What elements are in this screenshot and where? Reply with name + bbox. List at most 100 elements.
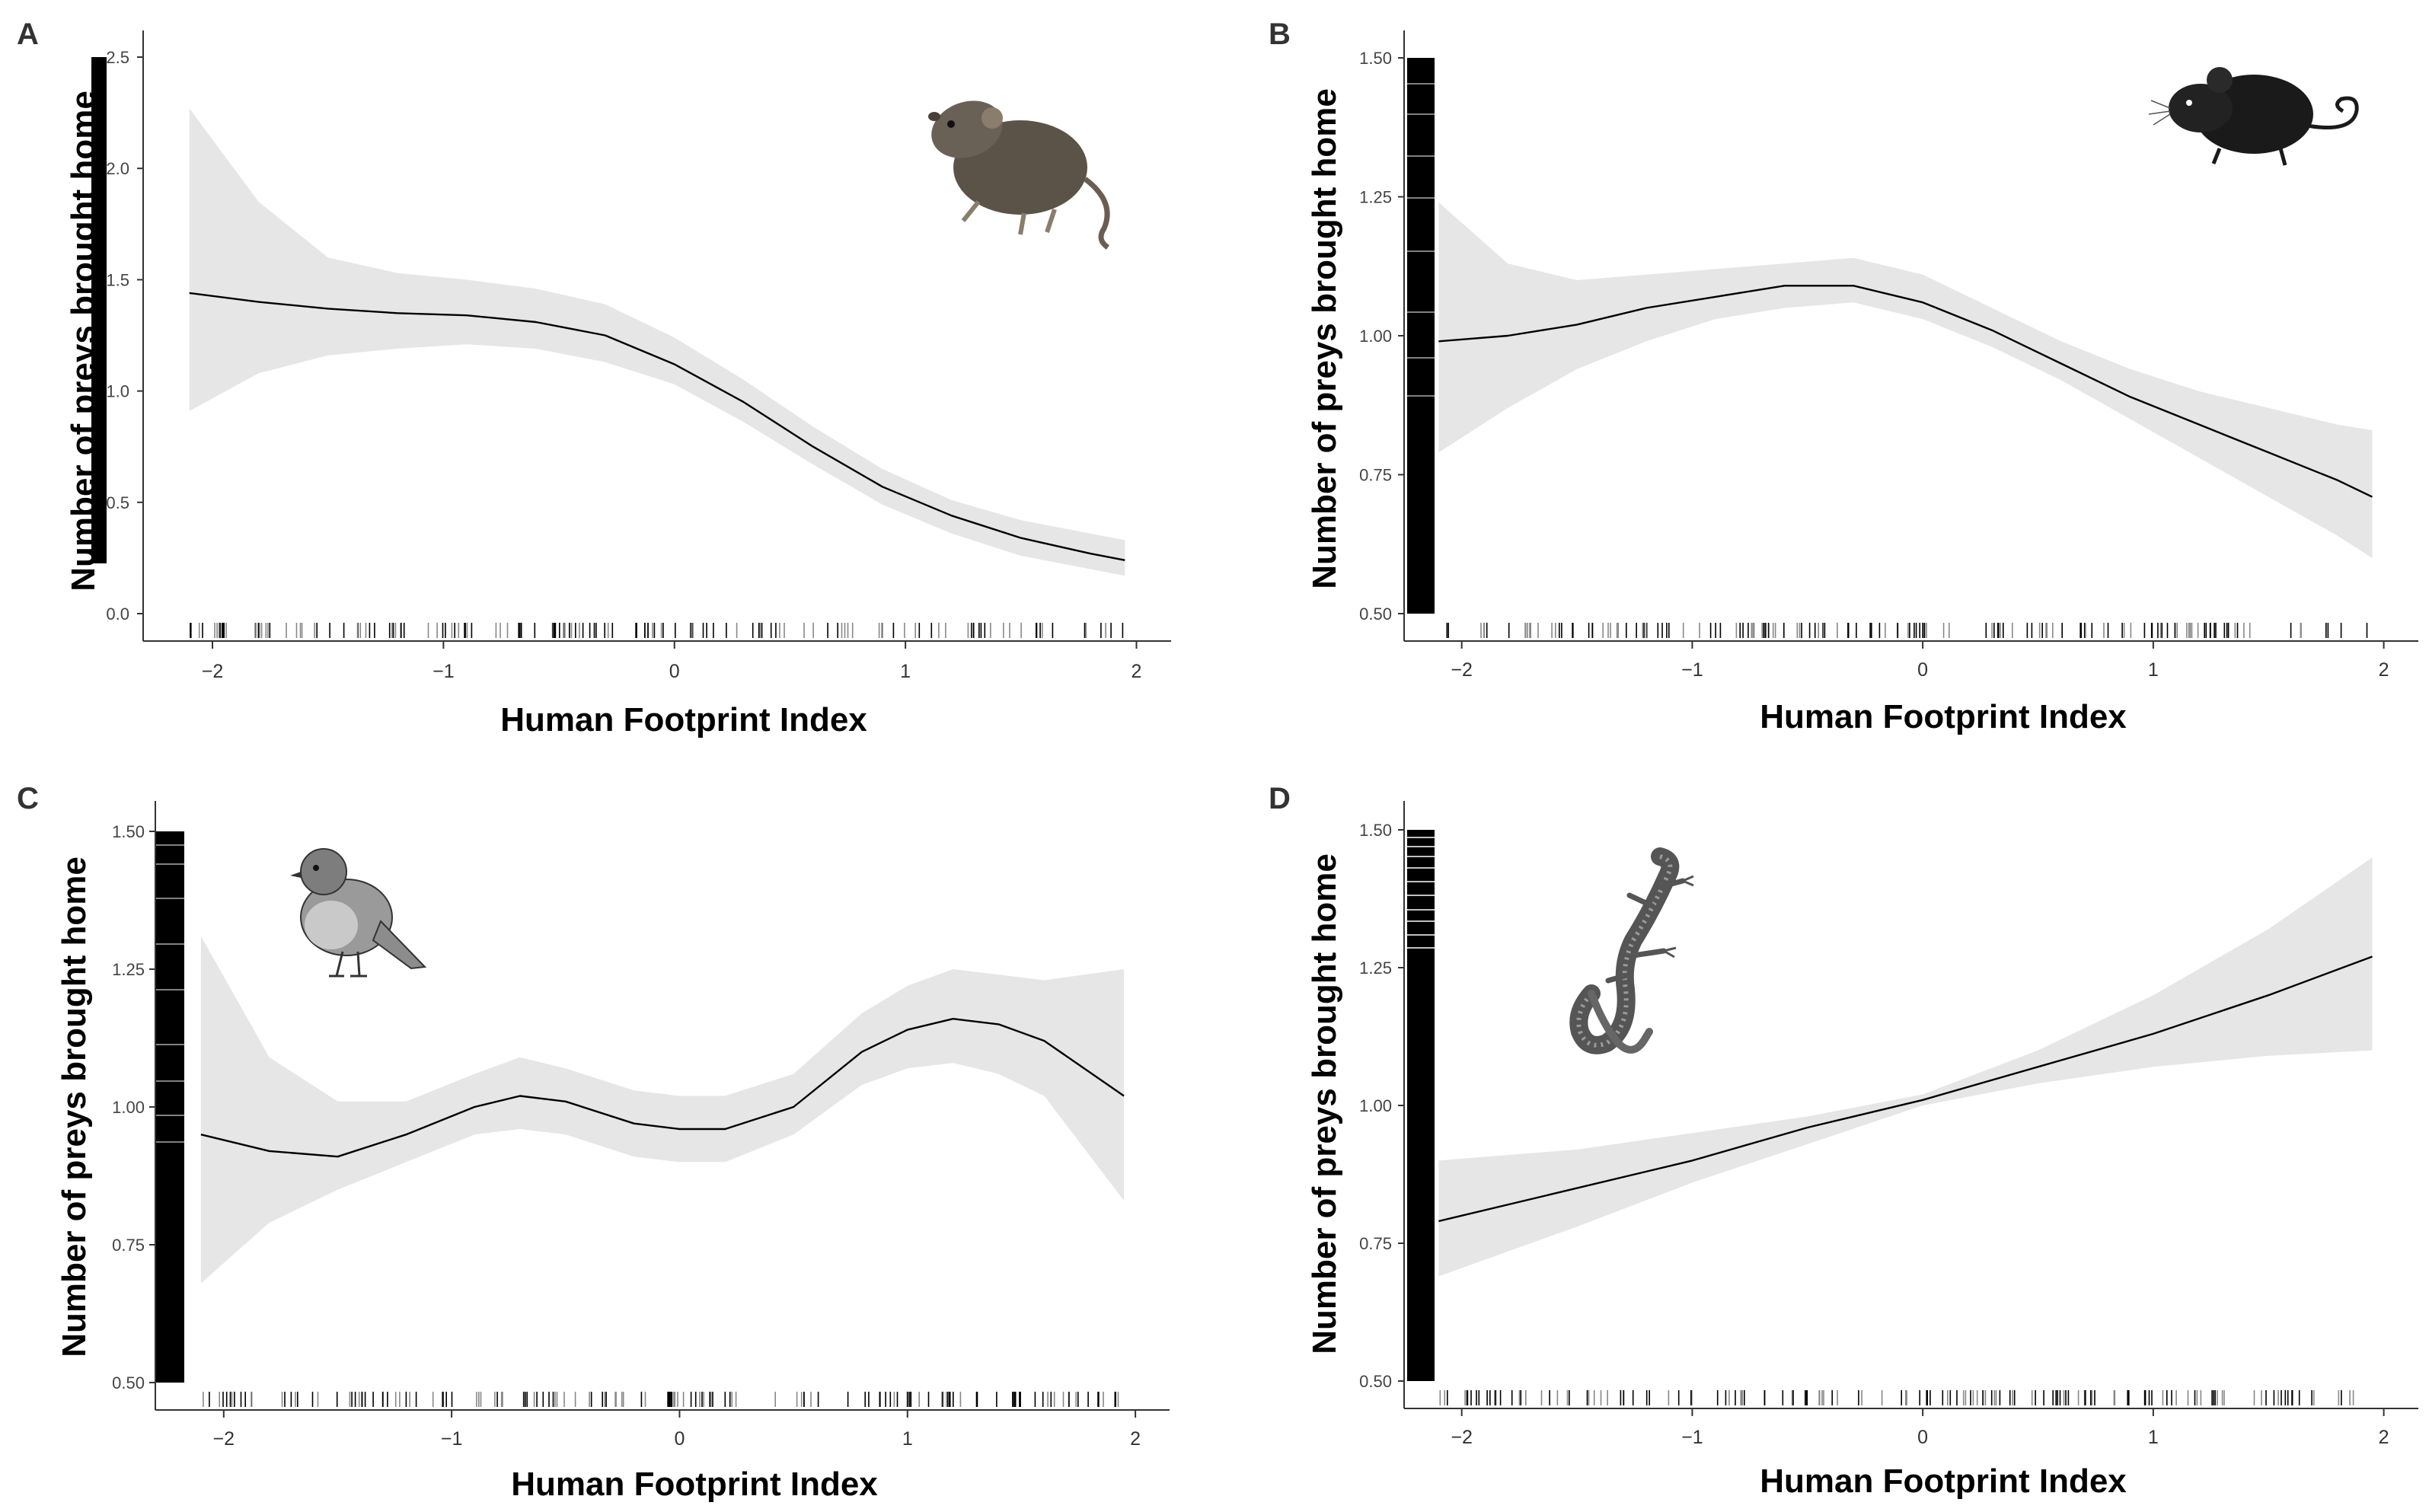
x-tick-label: 0 [1917,1427,1928,1448]
y-tick-label: 1.00 [1359,1096,1392,1115]
x-rug-strip [203,1392,1119,1407]
x-axis-title: Human Footprint Index [1760,698,2127,735]
x-axis-ticks: −2 −1 0 1 2 [1451,1408,2389,1448]
fit-line-layer [200,1017,1125,1158]
mouse-icon [2148,67,2359,166]
fit-line-layer [1438,285,2373,498]
x-tick-label: 2 [2379,1427,2389,1448]
panel-letter: A [17,18,39,51]
y-axis-ticks: 0.50 0.75 1.00 1.25 1.50 [1359,49,1404,624]
vole-icon [928,100,1110,250]
y-rug-light-ticks [1407,83,1435,397]
panel-a: A −2 −1 0 1 2 0.0 0.5 1.0 1.5 2.0 2.5 Human Footp… [17,18,1171,738]
y-tick-label: 1.00 [1359,327,1392,346]
x-axis-title: Human Footprint Index [511,1466,878,1503]
y-tick-label: 1.50 [112,822,145,841]
confidence-band [1438,857,2373,1277]
confidence-band-layer [189,108,1125,576]
x-tick-label: 1 [2148,659,2159,681]
y-tick-label: 0.75 [1359,1234,1392,1253]
fit-line [200,1017,1125,1158]
y-rug-dense-block [1407,58,1435,614]
fit-line [189,292,1125,561]
x-tick-label: 2 [2379,659,2389,681]
panel-c: C −2 −1 0 1 2 0.50 0.75 1.00 1.25 1.50 Human Foo… [17,782,1170,1503]
y-tick-label: 0.0 [106,604,129,624]
x-axis-ticks: −2 −1 0 1 2 [202,641,1142,682]
y-axis-title: Number of preys brought home [56,856,93,1357]
y-rug-strip [91,57,107,563]
y-tick-label: 1.00 [112,1098,145,1117]
confidence-band [1438,202,2373,558]
fit-line-layer [1438,955,2373,1223]
x-tick-label: −1 [432,661,455,682]
confidence-band [200,936,1125,1284]
y-tick-label: 1.50 [1359,49,1392,68]
y-tick-label: 0.75 [112,1236,145,1255]
y-tick-label: 1.25 [1359,959,1392,978]
y-rug-strip [1407,830,1435,1381]
x-tick-label: −2 [202,661,224,682]
y-axis-ticks: 0.0 0.5 1.0 1.5 2.0 2.5 [106,48,143,624]
x-rug-strip [190,623,1124,638]
confidence-band [189,108,1125,576]
y-tick-label: 1.25 [112,960,145,979]
y-rug-dense-block [91,57,107,563]
y-tick-label: 0.5 [106,493,129,512]
x-tick-label: 0 [1917,659,1928,681]
y-tick-label: 0.50 [1359,604,1392,624]
x-tick-label: 2 [1130,1428,1141,1450]
x-tick-label: 1 [900,661,911,682]
confidence-band-layer [200,936,1125,1284]
x-axis-ticks: −2 −1 0 1 2 [1451,641,2389,681]
x-tick-label: 1 [2148,1427,2159,1448]
x-axis-ticks: −2 −1 0 1 2 [213,1410,1141,1450]
y-tick-label: 2.0 [106,159,129,178]
y-rug-dense-block [155,831,184,1383]
x-tick-label: 2 [1132,661,1142,682]
y-axis-ticks: 0.50 0.75 1.00 1.25 1.50 [1359,821,1404,1391]
x-tick-label: −1 [1681,659,1703,681]
x-tick-label: −2 [1451,1427,1473,1448]
x-tick-label: 0 [669,661,680,682]
robin-icon [290,848,427,978]
x-rug-strip [1439,1390,2354,1405]
y-axis-ticks: 0.50 0.75 1.00 1.25 1.50 [112,822,155,1392]
x-tick-label: −2 [1451,659,1473,681]
x-tick-label: 1 [902,1428,913,1450]
x-axis-title: Human Footprint Index [1760,1463,2127,1500]
y-tick-label: 0.50 [112,1373,145,1392]
panel-letter: C [17,782,39,815]
y-rug-light-ticks [1407,837,1435,949]
y-tick-label: 1.0 [106,382,129,401]
x-axis-title: Human Footprint Index [500,701,867,738]
y-rug-dense-block [1407,830,1435,1381]
y-tick-label: 1.5 [106,270,129,289]
y-axis-title: Number of preys brought home [1306,88,1343,589]
panel-letter: D [1269,782,1291,815]
x-rug-strip [1446,623,2368,638]
lizard-icon [1569,847,1694,1054]
fit-line [1438,285,2373,498]
y-tick-label: 1.50 [1359,821,1392,840]
confidence-band-layer [1438,202,2373,558]
fit-line [1438,955,2373,1223]
y-tick-label: 0.75 [1359,466,1392,485]
y-rug-strip [155,831,184,1383]
panel-d: D −2 −1 0 1 2 0.50 0.75 1.00 1.25 1.50 Human Foo… [1269,782,2418,1500]
y-tick-label: 0.50 [1359,1372,1392,1391]
panel-b: B −2 −1 0 1 2 0.50 0.75 1.00 1.25 1.50 Human Foo… [1269,18,2418,735]
y-axis-title: Number of preys brought home [1306,853,1343,1354]
y-rug-sparse-ticks [91,57,107,75]
confidence-band-layer [1438,857,2373,1277]
fit-line-layer [189,292,1125,561]
y-rug-strip [1407,58,1435,614]
y-tick-label: 1.25 [1359,188,1392,207]
x-tick-label: −2 [213,1428,235,1450]
panel-letter: B [1269,18,1291,51]
y-tick-label: 2.5 [106,48,129,67]
x-tick-label: −1 [1681,1427,1703,1448]
y-rug-light-ticks [155,844,184,1143]
